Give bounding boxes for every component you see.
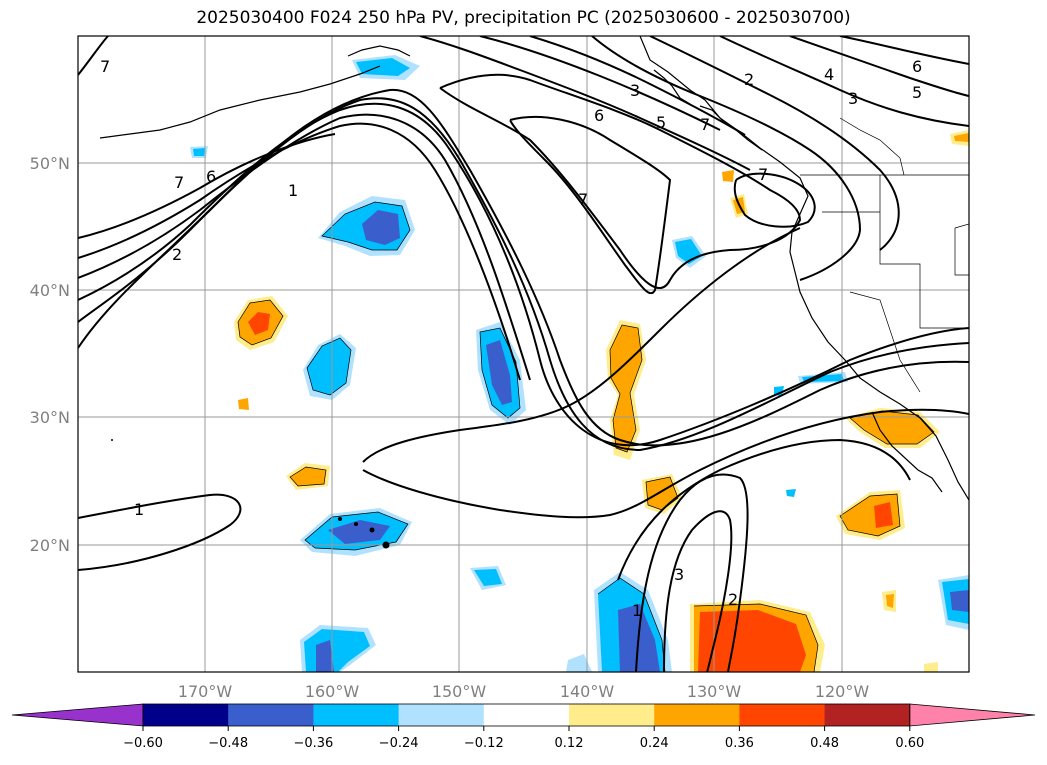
contour-label-1-s: 1 <box>632 601 642 620</box>
colorbar-segment <box>228 704 314 726</box>
precip-neg-blob-south <box>300 572 969 672</box>
contour-label-2-ne: 2 <box>744 70 754 89</box>
contour-label-1-sw: 1 <box>134 500 144 519</box>
precip-pos-blob-baja <box>845 408 940 448</box>
islands <box>111 439 390 549</box>
lat-tick-20n: 20°N <box>30 536 70 555</box>
contour-label-7-nw: 7 <box>100 57 110 76</box>
colorbar-segment <box>483 704 570 726</box>
contour-label-6-ne: 6 <box>912 57 922 76</box>
colorbar-segment <box>143 704 229 726</box>
contour-label-3-s: 3 <box>674 565 684 584</box>
colorbar-segment <box>398 704 485 726</box>
contour-label-5-ne: 5 <box>912 83 922 102</box>
precip-shading <box>190 55 969 672</box>
lat-tick-40n: 40°N <box>30 281 70 300</box>
colorbar-tick-label: 0.60 <box>895 736 924 751</box>
colorbar-extend-min <box>11 703 144 727</box>
lon-tick-160w: 160°W <box>305 682 360 701</box>
map-frame <box>77 35 970 673</box>
lat-tick-30n: 30°N <box>30 408 70 427</box>
colorbar-labels: −0.60 −0.48 −0.36 −0.24 −0.12 0.12 0.24 0.36 0.4… <box>123 726 924 751</box>
contour-label-7-coast: 7 <box>700 115 710 134</box>
colorbar-tick-label: 0.12 <box>555 736 584 751</box>
precip-pos-blob-south-130w <box>690 600 825 672</box>
contour-label-1-w: 1 <box>288 181 298 200</box>
colorbar-tick-label: −0.24 <box>379 736 419 751</box>
contour-label-7-w: 7 <box>174 173 184 192</box>
contour-label-7-bc: 7 <box>758 165 768 184</box>
colorbar-segment <box>313 704 400 726</box>
colorbar-extend-max <box>909 703 1036 727</box>
colorbar-frame <box>142 703 911 727</box>
colorbar-segment <box>569 704 655 726</box>
colorbar-tick-label: 0.48 <box>810 736 839 751</box>
colorbar-segment <box>824 704 911 726</box>
contour-label-3-ne: 3 <box>848 89 858 108</box>
lat-tick-labels: 50°N 40°N 30°N 20°N <box>30 154 70 555</box>
plot-area <box>78 36 969 672</box>
colorbar-tick-label: −0.36 <box>293 736 333 751</box>
contour-label-2-s: 2 <box>728 590 738 609</box>
precip-pos-blob-22n-118w <box>836 490 905 540</box>
pv-contour-labels: 7 7 6 1 2 7 6 5 3 2 4 3 6 5 7 7 1 3 2 1 <box>100 57 922 620</box>
contour-label-3-mid: 3 <box>630 81 640 100</box>
contour-label-4-ne: 4 <box>824 65 834 84</box>
lon-tick-130w: 130°W <box>687 682 742 701</box>
colorbar-tick-label: −0.60 <box>123 736 163 751</box>
precip-neg-blob-small <box>190 146 848 672</box>
contour-label-5-mid: 5 <box>656 113 666 132</box>
colorbar-tick-label: 0.36 <box>725 736 754 751</box>
colorbar-tick-label: 0.24 <box>640 736 669 751</box>
colorbar-segment <box>739 704 826 726</box>
lon-tick-140w: 140°W <box>560 682 615 701</box>
map-title: 2025030400 F024 250 hPa PV, precipitatio… <box>196 8 851 28</box>
pv-contours <box>78 36 969 672</box>
contour-label-6-w: 6 <box>206 167 216 186</box>
lon-tick-150w: 150°W <box>432 682 487 701</box>
colorbar <box>11 703 1036 727</box>
lon-tick-labels: 170°W 160°W 150°W 140°W 130°W 120°W <box>178 682 870 701</box>
colorbar-tick-label: −0.48 <box>208 736 248 751</box>
lat-tick-50n: 50°N <box>30 154 70 173</box>
contour-label-7-mid: 7 <box>578 190 588 209</box>
lon-tick-120w: 120°W <box>815 682 870 701</box>
precip-neg-blob-gulf <box>352 55 420 80</box>
contour-label-2-w: 2 <box>172 245 182 264</box>
lon-tick-170w: 170°W <box>178 682 233 701</box>
colorbar-segment <box>654 704 740 726</box>
colorbar-tick-label: −0.12 <box>464 736 504 751</box>
precip-pos-blob-38n-166w <box>234 296 288 350</box>
gridlines <box>78 36 969 672</box>
contour-label-6-mid: 6 <box>594 106 604 125</box>
